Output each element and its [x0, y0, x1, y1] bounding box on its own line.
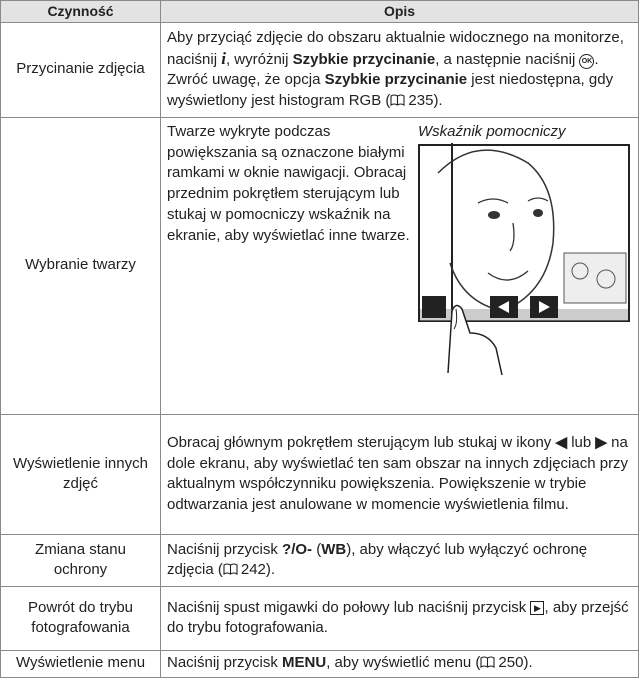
- description-cell: Naciśnij przycisk MENU, aby wyświetlić m…: [160, 649, 639, 678]
- action-cell: Wyświetlenie innych zdjęć: [0, 413, 161, 535]
- text: , a następnie naciśnij: [435, 50, 580, 68]
- text: lub: [567, 433, 596, 451]
- key-icon: ◀: [555, 433, 568, 451]
- action-cell: Przycinanie zdjęcia: [0, 21, 161, 118]
- page-ref: 250: [498, 654, 524, 672]
- text: , aby przejść do trybu fotografowania.: [167, 598, 629, 637]
- description-cell: Naciśnij spust migawki do połowy lub nac…: [160, 585, 639, 651]
- text: , aby wyświetlić menu (: [326, 654, 481, 672]
- text: ).: [433, 91, 443, 109]
- table-row: Wybranie twarzy Twarze wykryte podczas po…: [0, 116, 639, 415]
- text: Aby przyciąć zdjęcie do obszaru aktualni…: [167, 28, 624, 68]
- key-icon: i: [221, 48, 226, 68]
- description-cell: Obracaj głównym pokrętłem sterującym lub…: [160, 413, 639, 535]
- header-cell: Opis: [160, 0, 639, 23]
- description-text: Twarze wykryte podczas powiększania są o…: [167, 122, 412, 409]
- bold-text: Szybkie przycinanie: [292, 50, 436, 68]
- figure-caption: Wskaźnik pomocniczy: [418, 123, 566, 140]
- key-icon: ▶: [595, 433, 607, 451]
- bold-text: Szybkie przycinanie: [324, 71, 468, 89]
- text: . Zwróć uwagę, że opcja: [167, 50, 599, 89]
- text: Naciśnij przycisk: [167, 540, 283, 558]
- key-icon: ?/O-: [282, 540, 313, 558]
- header-cell: Czynność: [0, 0, 161, 23]
- figure-layout: Twarze wykryte podczas powiększania są o…: [167, 122, 632, 409]
- page-ref: 242: [240, 561, 266, 579]
- text: Obracaj głównym pokrętłem sterującym lub…: [167, 433, 556, 451]
- action-cell: Powrót do trybu fotografowania: [0, 585, 161, 651]
- action-cell: Zmiana stanu ochrony: [0, 533, 161, 587]
- action-cell: Wyświetlenie menu: [0, 649, 161, 678]
- description-cell: Twarze wykryte podczas powiększania są o…: [160, 116, 639, 415]
- text: , wyróżnij: [225, 50, 293, 68]
- key-icon: MENU: [282, 654, 327, 672]
- monitor-illustration: [418, 122, 630, 375]
- table-row: Przycinanie zdjęcia Aby przyciąć zdjęcie …: [0, 21, 639, 118]
- page-ref: 235: [408, 91, 434, 109]
- text: Twarze wykryte podczas powiększania są o…: [167, 123, 410, 244]
- text: Naciśnij spust migawki do połowy lub nac…: [167, 598, 531, 616]
- text: ).: [265, 561, 276, 579]
- action-cell: Wybranie twarzy: [0, 116, 161, 415]
- text: na dole ekranu, aby wyświetlać ten sam o…: [167, 433, 629, 513]
- description-cell: Naciśnij przycisk ?/O- (WB), aby włączyć…: [160, 533, 639, 587]
- text: ), aby włączyć lub wyłączyć ochronę zdję…: [167, 540, 588, 579]
- button-icon: ▶: [530, 600, 545, 615]
- description-cell: Aby przyciąć zdjęcie do obszaru aktualni…: [160, 21, 639, 118]
- book-icon: [480, 656, 495, 669]
- table-row: Wyświetlenie innych zdjęć Obracaj głównym…: [0, 413, 639, 535]
- text: jest niedostępna, gdy wyświetlony jest h…: [167, 71, 614, 109]
- book-icon: [223, 563, 238, 576]
- header-row: Czynność Opis: [0, 0, 639, 23]
- illustration: Wskaźnik pomocniczy: [418, 122, 632, 409]
- table-row: Wyświetlenie menu Naciśnij przycisk MENU,…: [0, 649, 639, 678]
- text: Naciśnij przycisk: [167, 654, 283, 672]
- text: (: [312, 540, 322, 558]
- table-row: Powrót do trybu fotografowania Naciśnij s…: [0, 585, 639, 651]
- text: ).: [523, 654, 533, 672]
- ok-icon: OK: [579, 53, 595, 69]
- bold-text: WB: [321, 540, 347, 558]
- table-row: Zmiana stanu ochrony Naciśnij przycisk ?/…: [0, 533, 639, 587]
- book-icon: [390, 94, 405, 106]
